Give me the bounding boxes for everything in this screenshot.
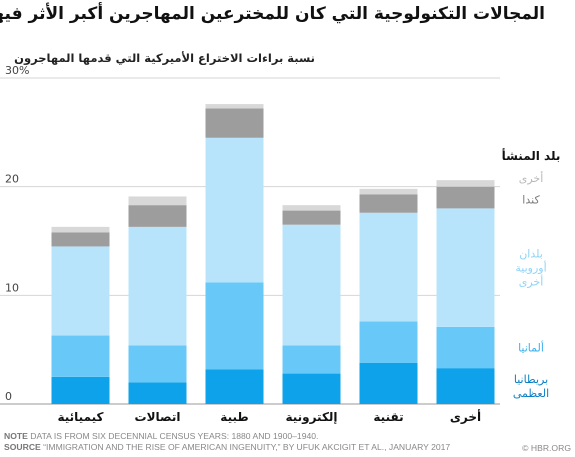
bar-segment: [51, 226, 110, 233]
legend-label: أخرى: [519, 275, 544, 289]
x-tick-label: طبية: [220, 410, 248, 424]
bar-segment: [436, 326, 495, 369]
bar-segment: [282, 224, 341, 346]
x-tick-label: تقنية: [373, 410, 403, 424]
bar-segment: [359, 188, 418, 195]
bar-segment: [436, 186, 495, 209]
bar-segment: [359, 321, 418, 363]
x-tick-label: إلكترونية: [285, 410, 337, 425]
footnotes: NOTE DATA IS FROM SIX DECENNIAL CENSUS Y…: [4, 431, 450, 453]
bar-segment: [51, 335, 110, 377]
bar-segment: [128, 205, 187, 227]
bar-segment: [205, 369, 264, 404]
legend-label: بلدان: [519, 248, 543, 261]
chart-title: نسبة براءات الاختراع الأميركية التي قدمه…: [14, 51, 315, 65]
bar-segment: [128, 345, 187, 383]
y-tick-label: 10: [5, 281, 19, 294]
note-text: DATA IS FROM SIX DECENNIAL CENSUS YEARS:…: [30, 431, 319, 441]
bar-segment: [205, 104, 264, 109]
x-tick-label: اتصالات: [135, 410, 181, 424]
bar-segment: [128, 196, 187, 206]
legend-label: العظمى: [513, 387, 549, 400]
bar-segment: [282, 205, 341, 211]
y-tick-label: 30%: [5, 64, 29, 77]
bar-segment: [282, 373, 341, 404]
bars: [51, 104, 495, 404]
y-tick-label: 0: [5, 390, 12, 403]
source-line: SOURCE “IMMIGRATION AND THE RISE OF AMER…: [4, 442, 450, 453]
bar-segment: [51, 246, 110, 336]
source-credit: © HBR.ORG: [522, 443, 571, 453]
legend-label: كندا: [522, 194, 540, 207]
bar-segment: [205, 108, 264, 138]
bar-segment: [205, 137, 264, 283]
bar-segment: [51, 376, 110, 404]
note-label: NOTE: [4, 431, 28, 441]
y-axis-ticks: 0 10 20 30%: [5, 64, 29, 403]
bar-segment: [205, 282, 264, 370]
bar-segment: [359, 194, 418, 213]
bar-segment: [436, 208, 495, 327]
bar-segment: [436, 368, 495, 404]
x-axis-ticks: كيميائية اتصالات طبية إلكترونية تقنية أخرى: [57, 409, 481, 425]
bar-segment: [128, 226, 187, 346]
note-line: NOTE DATA IS FROM SIX DECENNIAL CENSUS Y…: [4, 431, 450, 442]
stacked-bar-chart: 0 10 20 30% كيميائية اتصالات طبية إلكترونية تقن…: [0, 64, 561, 425]
source-label: SOURCE: [4, 442, 41, 452]
y-tick-label: 20: [5, 173, 19, 186]
source-text: “IMMIGRATION AND THE RISE OF AMERICAN IN…: [43, 442, 451, 452]
legend-title: بلد المنشأ: [502, 148, 561, 163]
legend-label: ألمانيا: [518, 340, 544, 354]
bar-segment: [282, 210, 341, 225]
x-tick-label: كيميائية: [57, 410, 103, 424]
bar-segment: [436, 180, 495, 187]
legend-label: أخرى: [519, 171, 544, 185]
legend-label: أوروبية: [515, 261, 546, 275]
legend-label: بريطانيا: [514, 373, 548, 386]
bar-segment: [51, 232, 110, 247]
bar-segment: [282, 345, 341, 374]
bar-segment: [359, 362, 418, 404]
x-tick-label: أخرى: [450, 409, 481, 424]
bar-segment: [359, 212, 418, 322]
headline: المجالات التكنولوجية التي كان للمخترعين …: [0, 4, 545, 24]
bar-segment: [128, 382, 187, 404]
